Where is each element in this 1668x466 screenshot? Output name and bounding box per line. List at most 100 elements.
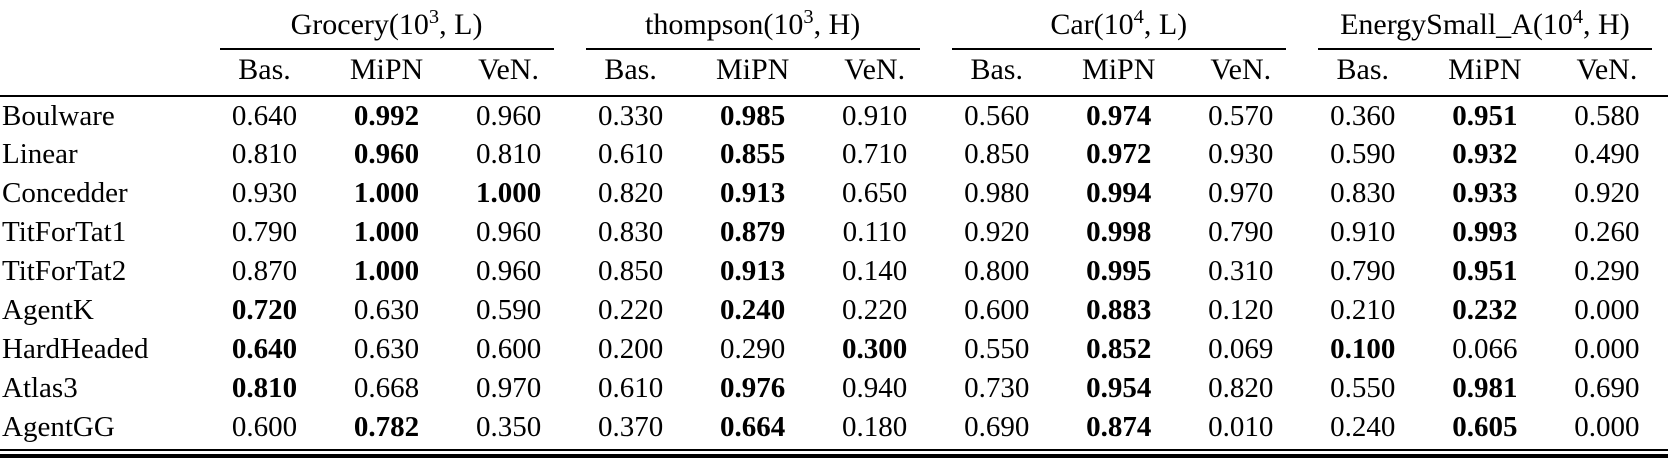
value-cell: 0.994	[1086, 177, 1152, 209]
value-cell: 0.790	[1330, 255, 1396, 287]
corner-cell	[0, 50, 204, 97]
exponent: 4	[1572, 6, 1584, 28]
row-label: Atlas3	[2, 372, 78, 404]
value-cell: 0.850	[597, 255, 664, 287]
table-row: AgentK 0.720 0.630 0.590 0.220 0.240 0.220 0.60…	[0, 291, 1668, 330]
value-cell: 0.120	[1208, 294, 1274, 326]
subheader-bas: Bas.	[569, 50, 692, 97]
subheader-mipn: MiPN	[325, 50, 448, 97]
bottom-rule-thin	[0, 449, 1668, 451]
value-cell: 0.605	[1452, 411, 1518, 443]
value-cell: 0.290	[720, 333, 786, 365]
value-cell: 0.010	[1208, 411, 1274, 443]
value-cell: 0.730	[964, 372, 1030, 404]
value-cell: 1.000	[353, 216, 420, 248]
value-cell: 0.830	[1330, 177, 1396, 209]
value-cell: 0.610	[597, 372, 664, 404]
value-cell: 1.000	[353, 255, 420, 287]
table-row: Atlas3 0.810 0.668 0.970 0.610 0.976 0.940 0.73…	[0, 369, 1668, 408]
value-cell: 0.870	[231, 255, 298, 287]
value-cell: 0.490	[1574, 138, 1640, 170]
value-cell: 0.590	[1330, 138, 1396, 170]
value-cell: 0.992	[353, 99, 420, 132]
subheader-bas: Bas.	[1301, 50, 1424, 97]
value-cell: 0.650	[842, 177, 908, 209]
value-cell: 0.920	[1574, 177, 1640, 209]
value-cell: 0.630	[353, 294, 420, 326]
value-cell: 0.140	[842, 255, 908, 287]
value-cell: 0.960	[353, 138, 420, 170]
subheader-row: Bas. MiPN VeN. Bas. MiPN VeN. Bas. MiPN …	[0, 50, 1668, 97]
subheader-ven: VeN.	[1179, 50, 1302, 97]
value-cell: 0.960	[475, 216, 542, 248]
value-cell: 0.600	[231, 411, 298, 443]
table-row: TitForTat1 0.790 1.000 0.960 0.830 0.879 0.110…	[0, 213, 1668, 252]
value-cell: 0.855	[720, 138, 786, 170]
value-cell: 0.995	[1086, 255, 1152, 287]
value-cell: 0.220	[842, 294, 908, 326]
value-cell: 0.232	[1452, 294, 1518, 326]
row-label: Boulware	[2, 99, 115, 132]
value-cell: 0.000	[1574, 294, 1640, 326]
value-cell: 0.240	[720, 294, 786, 326]
value-cell: 0.069	[1208, 333, 1274, 365]
group-header-grocery: Grocery(103, L)	[204, 0, 570, 50]
value-cell: 0.830	[597, 216, 664, 248]
subheader-bas: Bas.	[203, 50, 326, 97]
value-cell: 0.330	[597, 99, 664, 132]
value-cell: 0.850	[964, 138, 1030, 170]
bottom-rule	[0, 449, 1668, 458]
exponent: 4	[1133, 6, 1144, 28]
value-cell: 0.933	[1452, 177, 1518, 209]
value-cell: 0.970	[475, 372, 542, 404]
value-cell: 0.200	[597, 333, 664, 365]
value-cell: 0.240	[1330, 411, 1396, 443]
row-label: TitForTat1	[2, 216, 127, 248]
value-cell: 0.790	[1208, 216, 1274, 248]
value-cell: 0.932	[1452, 138, 1518, 170]
value-cell: 0.610	[597, 138, 664, 170]
subheader-mipn: MiPN	[1057, 50, 1180, 97]
table-row: HardHeaded 0.640 0.630 0.600 0.200 0.290 0.300…	[0, 330, 1668, 369]
value-cell: 0.852	[1086, 333, 1152, 365]
subheader-mipn: MiPN	[691, 50, 814, 97]
value-cell: 0.782	[353, 411, 420, 443]
subheader-ven: VeN.	[447, 50, 570, 97]
corner-cell	[0, 0, 204, 50]
value-cell: 0.580	[1574, 99, 1640, 132]
value-cell: 0.600	[475, 333, 542, 365]
value-cell: 0.210	[1330, 294, 1396, 326]
value-cell: 0.350	[475, 411, 542, 443]
value-cell: 0.976	[720, 372, 786, 404]
row-label: AgentK	[2, 294, 94, 326]
value-cell: 0.000	[1574, 333, 1640, 365]
value-cell: 0.972	[1086, 138, 1152, 170]
group-header-energysmall: EnergySmall_A(104, H)	[1302, 0, 1668, 50]
row-label: TitForTat2	[2, 255, 127, 287]
value-cell: 0.260	[1574, 216, 1640, 248]
value-cell: 0.874	[1086, 411, 1152, 443]
value-cell: 0.910	[1330, 216, 1396, 248]
value-cell: 0.883	[1086, 294, 1152, 326]
value-cell: 0.820	[597, 177, 664, 209]
value-cell: 0.590	[475, 294, 542, 326]
value-cell: 0.640	[231, 99, 298, 132]
value-cell: 0.630	[353, 333, 420, 365]
value-cell: 0.690	[964, 411, 1030, 443]
subheader-mipn: MiPN	[1423, 50, 1546, 97]
group-header-row: Grocery(103, L) thompson(103, H) Car(104…	[0, 0, 1668, 50]
value-cell: 0.951	[1452, 255, 1518, 287]
value-cell: 0.810	[231, 372, 298, 404]
value-cell: 0.310	[1208, 255, 1274, 287]
value-cell: 0.360	[1330, 99, 1396, 132]
value-cell: 0.640	[231, 333, 298, 365]
table-row: Boulware 0.640 0.992 0.960 0.330 0.985 0.910 0.…	[0, 96, 1668, 135]
value-cell: 0.930	[1208, 138, 1274, 170]
row-label: HardHeaded	[2, 333, 149, 365]
row-label: AgentGG	[2, 411, 115, 443]
row-label: Concedder	[2, 177, 128, 209]
row-label: Linear	[2, 138, 78, 170]
value-cell: 0.960	[475, 99, 542, 132]
table-row: Concedder 0.930 1.000 1.000 0.820 0.913 0.650 0…	[0, 174, 1668, 213]
value-cell: 0.370	[597, 411, 664, 443]
